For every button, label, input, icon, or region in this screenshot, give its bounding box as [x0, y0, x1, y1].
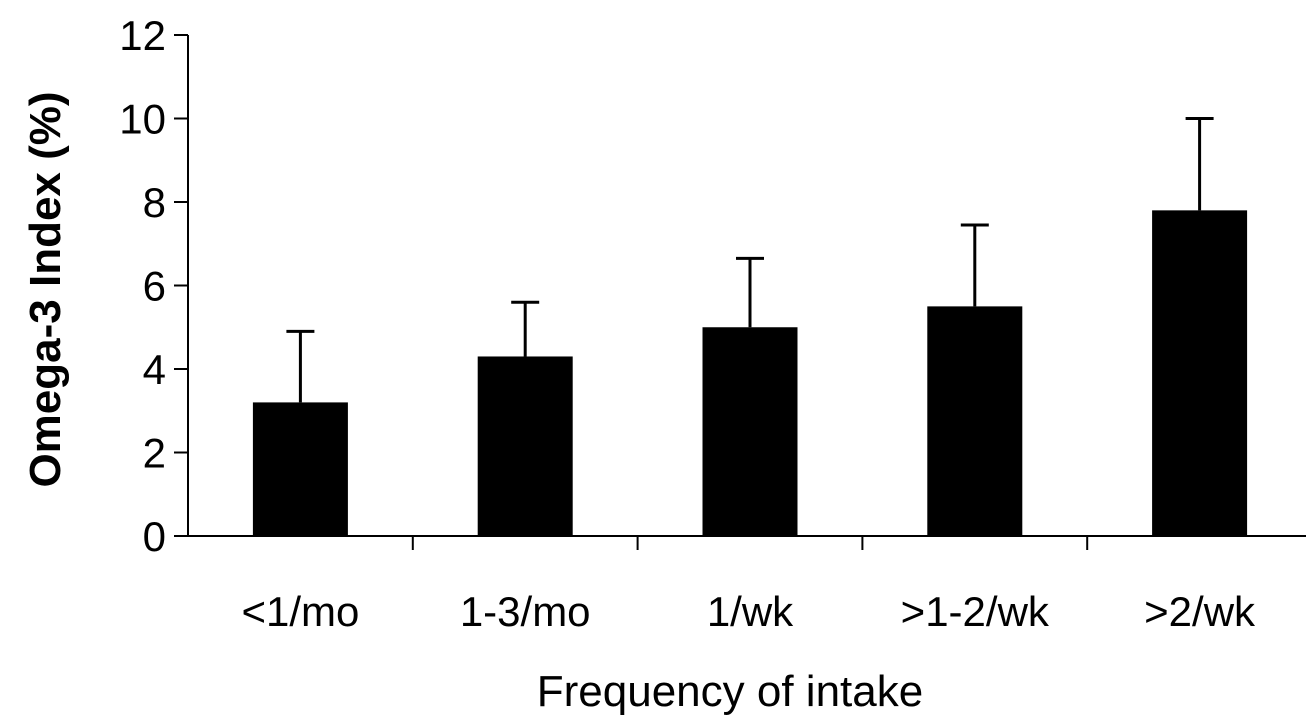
y-axis-ticks: 0 2 4 6 8 10 12	[119, 12, 188, 560]
y-tick-label: 10	[119, 96, 166, 143]
bar	[477, 356, 573, 536]
y-tick-label: 2	[143, 430, 166, 477]
bar	[927, 306, 1023, 536]
bars	[252, 210, 1248, 536]
x-tick-label: 1-3/mo	[460, 588, 591, 635]
bar	[702, 327, 798, 536]
y-axis-title: Omega-3 Index (%)	[21, 91, 70, 487]
x-tick-label: >2/wk	[1144, 588, 1256, 635]
y-tick-label: 4	[143, 346, 166, 393]
bar	[1152, 210, 1248, 536]
x-axis-title: Frequency of intake	[537, 667, 923, 716]
x-tick-label: >1-2/wk	[901, 588, 1050, 635]
x-axis-ticks: <1/mo 1-3/mo 1/wk >1-2/wk >2/wk	[241, 536, 1256, 635]
error-bars	[286, 117, 1214, 403]
y-tick-label: 12	[119, 12, 166, 59]
y-tick-label: 6	[143, 263, 166, 310]
x-tick-label: 1/wk	[707, 588, 794, 635]
y-tick-label: 0	[143, 513, 166, 560]
bar	[252, 402, 348, 536]
x-tick-label: <1/mo	[241, 588, 359, 635]
y-tick-label: 8	[143, 179, 166, 226]
